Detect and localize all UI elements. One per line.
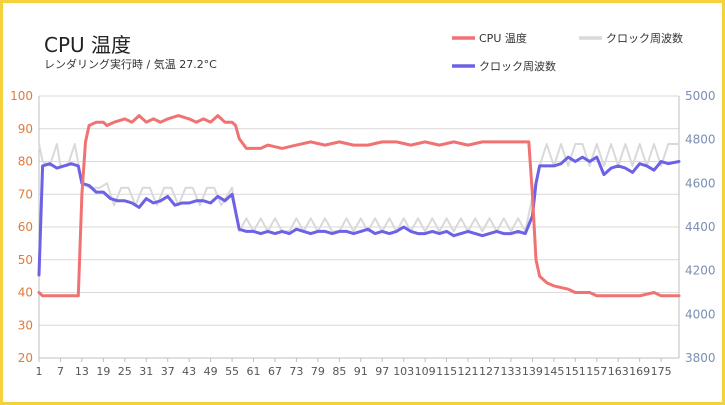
y-right-tick-label: 4600 [685, 176, 716, 190]
series-lines [37, 114, 681, 298]
x-tick-label: 31 [139, 365, 153, 378]
x-tick-label: 1 [36, 365, 43, 378]
x-tick-label: 103 [393, 365, 414, 378]
y-left-tick-label: 30 [18, 318, 33, 332]
x-tick-label: 169 [629, 365, 650, 378]
x-tick-label: 67 [268, 365, 282, 378]
chart-subtitle: レンダリング実行時 / 気温 27.2°C [44, 57, 217, 71]
legend-label-cpu-temp: CPU 温度 [479, 31, 527, 45]
x-tick-label: 19 [96, 365, 110, 378]
x-tick-label: 163 [608, 365, 629, 378]
x-tick-label: 97 [375, 365, 389, 378]
y-left-tick-label: 50 [18, 253, 33, 267]
y-left-tick-label: 40 [18, 286, 33, 300]
x-tick-label: 13 [75, 365, 89, 378]
y-right-tick-label: 4000 [685, 307, 716, 321]
x-tick-label: 49 [204, 365, 218, 378]
x-tick-label: 133 [500, 365, 521, 378]
legend-label-clock-blue: クロック周波数 [479, 60, 556, 73]
x-tick-label: 55 [225, 365, 239, 378]
left-axis-ticks: 20 30 40 50 60 70 80 90 100 [10, 89, 33, 365]
clock-gray-line [38, 143, 680, 233]
x-tick-label: 91 [354, 365, 368, 378]
x-tick-label: 73 [289, 365, 303, 378]
x-tick-label: 25 [118, 365, 132, 378]
x-tick-label: 127 [479, 365, 500, 378]
right-axis-ticks: 3800 4000 4200 4400 4600 4800 5000 [685, 89, 716, 365]
x-tick-label: 7 [57, 365, 64, 378]
x-tick-label: 151 [565, 365, 586, 378]
x-tick-label: 109 [415, 365, 436, 378]
y-left-tick-label: 90 [18, 122, 33, 136]
x-tick-label: 85 [332, 365, 346, 378]
x-tick-label: 145 [543, 365, 564, 378]
legend-label-clock-gray: クロック周波数 [606, 32, 683, 45]
cpu-temp-line [37, 114, 681, 298]
legend: CPU 温度 クロック周波数 クロック周波数 [452, 31, 683, 73]
y-right-tick-label: 4800 [685, 133, 716, 147]
x-tick-label: 43 [182, 365, 196, 378]
x-tick-label: 61 [247, 365, 261, 378]
gridlines [38, 95, 680, 359]
y-right-tick-label: 4400 [685, 220, 716, 234]
y-left-tick-label: 80 [18, 155, 33, 169]
x-tick-label: 37 [161, 365, 175, 378]
y-left-tick-label: 60 [18, 220, 33, 234]
x-tick-label: 115 [436, 365, 457, 378]
y-left-tick-label: 100 [10, 89, 33, 103]
x-tick-label: 157 [586, 365, 607, 378]
x-tick-label: 79 [311, 365, 325, 378]
x-axis-ticks: 1 7 13 19 25 31 37 43 49 55 61 67 73 79 85 91 97 103 109 11… [36, 358, 672, 378]
y-right-tick-label: 5000 [685, 89, 716, 103]
chart-title: CPU 温度 [44, 33, 131, 57]
x-tick-label: 139 [522, 365, 543, 378]
x-tick-label: 121 [458, 365, 479, 378]
y-right-tick-label: 4200 [685, 264, 716, 278]
y-left-tick-label: 20 [18, 351, 33, 365]
y-right-tick-label: 3800 [685, 351, 716, 365]
x-tick-label: 175 [651, 365, 672, 378]
clock-blue-line [37, 155, 681, 277]
y-left-tick-label: 70 [18, 187, 33, 201]
